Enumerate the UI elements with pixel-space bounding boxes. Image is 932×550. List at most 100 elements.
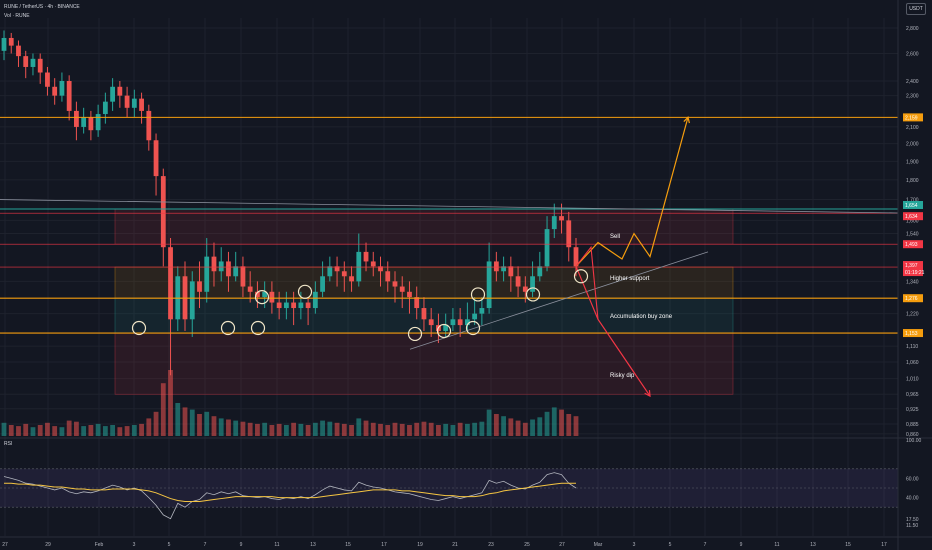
candle-body xyxy=(515,276,521,287)
price-tag-bg xyxy=(903,113,923,122)
x-tick-label: 11 xyxy=(774,542,779,548)
candle-body xyxy=(464,319,470,326)
volume-bar xyxy=(327,421,333,436)
candle-body xyxy=(30,58,36,67)
touch-circle xyxy=(470,287,486,302)
rsi-tick-label: 40.00 xyxy=(906,496,919,502)
candle-body xyxy=(443,325,449,331)
candle-body xyxy=(66,80,72,111)
currency-button[interactable]: USDT xyxy=(906,3,926,15)
candle-body xyxy=(276,302,282,309)
price-tag-label: 1,276 xyxy=(905,296,918,302)
price-tick-label: 0,965 xyxy=(906,392,919,398)
zone-rect xyxy=(114,266,734,299)
touch-circles xyxy=(131,269,589,342)
candle-body xyxy=(544,229,550,267)
candle-body xyxy=(305,302,311,309)
volume-bar xyxy=(464,423,470,436)
x-tick-label: 13 xyxy=(310,542,316,548)
volume-bar xyxy=(537,417,543,436)
candle-body xyxy=(334,266,340,272)
x-tick-label: 5 xyxy=(168,542,171,548)
price-tag-label: 2,159 xyxy=(905,115,918,121)
candle-body xyxy=(88,117,94,131)
candle-body xyxy=(211,256,217,272)
volume-bar xyxy=(160,383,166,436)
price-axis: 2,800 2,600 2,400 2,300 2,100 2,000 1,900 1,800… xyxy=(903,26,925,438)
price-tag-bg xyxy=(903,261,923,270)
x-tick-label: 21 xyxy=(452,542,458,548)
volume-bar xyxy=(399,423,405,436)
rsi-tick-label: 60.00 xyxy=(906,476,919,482)
volume-bar xyxy=(551,407,557,436)
candle-body xyxy=(573,247,579,267)
candle-body xyxy=(530,276,535,292)
candle-body xyxy=(508,266,514,277)
x-tick-label: 5 xyxy=(669,542,672,548)
volume-bar xyxy=(95,423,101,436)
volume-bar xyxy=(428,422,434,436)
volume-bar xyxy=(312,422,318,436)
candle-body xyxy=(537,266,543,277)
volume-bar xyxy=(23,423,29,436)
candle-body xyxy=(197,281,202,292)
x-tick-label: 9 xyxy=(740,542,743,548)
candle-body xyxy=(493,261,499,272)
touch-circle xyxy=(525,287,541,302)
volume-bar xyxy=(486,409,492,436)
volume-bar xyxy=(37,425,43,436)
price-tick-label: 1,700 xyxy=(906,198,919,204)
touch-circle xyxy=(407,326,423,342)
candle-body xyxy=(247,286,253,292)
candle-body xyxy=(551,216,557,230)
volume-bar xyxy=(385,425,391,436)
candle-body xyxy=(255,291,260,298)
touch-circle xyxy=(297,284,313,299)
candle-body xyxy=(102,101,108,115)
price-tag-bg xyxy=(903,294,923,303)
candle-body xyxy=(407,291,412,298)
volume-bar xyxy=(421,421,427,436)
price-tick-label: 2,400 xyxy=(906,79,919,85)
price-tick-label: 1,900 xyxy=(906,159,919,165)
candle-body xyxy=(124,95,130,108)
candle-body xyxy=(298,302,304,309)
volume-bar xyxy=(493,414,499,436)
volume-bar xyxy=(110,425,116,436)
candle-body xyxy=(501,266,506,272)
volume-bar xyxy=(66,420,72,436)
price-tick-label: 2,600 xyxy=(906,51,919,57)
zone-rect xyxy=(114,332,734,395)
symbol-title: RUNE / TetherUS · 4h · BINANCE xyxy=(4,4,80,10)
candle-body xyxy=(74,110,79,127)
volume-bar xyxy=(146,418,152,436)
volume-bar xyxy=(291,422,297,436)
x-tick-label: 7 xyxy=(204,542,207,548)
x-tick-label: 15 xyxy=(845,542,851,548)
volume-bars xyxy=(1,370,579,436)
zones xyxy=(114,208,734,395)
x-tick-label: 17 xyxy=(381,542,387,548)
volume-bar xyxy=(530,419,535,436)
candle-body xyxy=(320,276,325,292)
candle-body xyxy=(226,261,231,277)
trendline-rising xyxy=(409,251,709,350)
candle-body xyxy=(23,56,29,67)
volume-bar xyxy=(443,423,449,436)
volume-bar xyxy=(247,422,253,436)
price-tick-label: 1,060 xyxy=(906,360,919,366)
volume-bar xyxy=(407,425,412,436)
candle-body xyxy=(479,308,485,314)
volume-bar xyxy=(124,426,130,436)
volume-bar xyxy=(457,422,463,436)
candle-body xyxy=(110,86,116,102)
candle-body xyxy=(233,266,239,277)
candle-body xyxy=(117,86,123,96)
volume-bar xyxy=(189,409,195,436)
x-tick-label: 3 xyxy=(633,542,636,548)
candle-body xyxy=(218,261,224,272)
candle-body xyxy=(131,98,137,108)
candle-body xyxy=(399,286,405,292)
zone-rect xyxy=(114,208,734,245)
